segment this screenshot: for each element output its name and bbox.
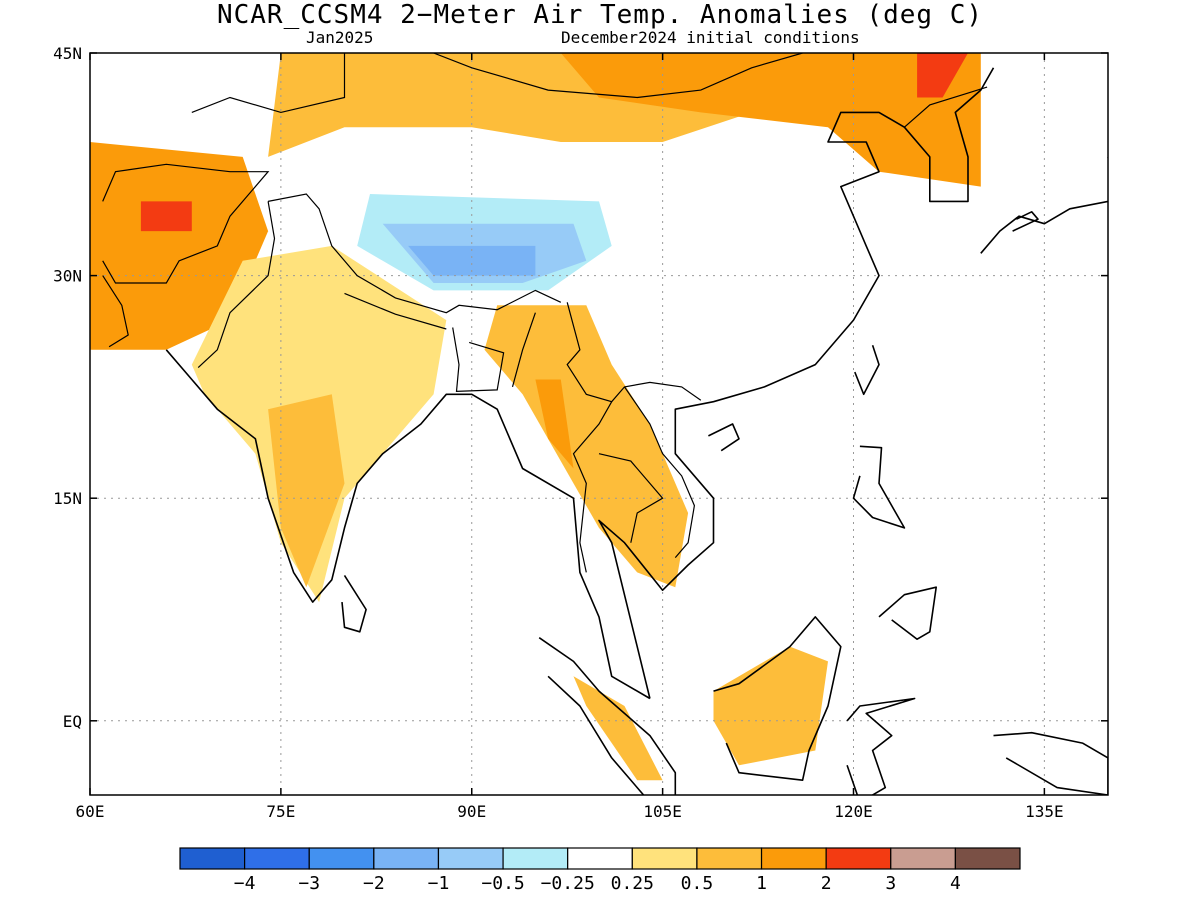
colorbar-label: −3	[298, 873, 320, 894]
coast-borneo	[713, 616, 842, 782]
border-iran-pakistan-border	[102, 275, 129, 348]
coast-sumatra	[538, 637, 677, 795]
colorbar-swatch	[631, 847, 698, 870]
border-himalaya-border	[267, 193, 562, 314]
colorbar-label: −2	[363, 873, 385, 894]
x-tick-label: 60E	[76, 802, 105, 821]
coast-hainan	[708, 423, 740, 452]
colorbar-swatch	[308, 847, 375, 870]
coast-shikoku	[1012, 211, 1039, 232]
colorbar-swatch	[954, 847, 1021, 870]
coast-sulawesi	[846, 697, 916, 795]
colorbar-label: 0.5	[681, 873, 714, 894]
coast-indochina-coast	[598, 67, 995, 699]
colorbar-label: 3	[885, 873, 896, 894]
border-pakistan-india-border	[197, 201, 276, 369]
coast-sri-lanka	[341, 574, 367, 633]
colorbar-label: −0.5	[481, 873, 524, 894]
region-northeast-china-hot	[917, 53, 968, 98]
colorbar-label: 0.25	[611, 873, 654, 894]
region-sumatra-warm	[573, 676, 663, 781]
graticule	[90, 53, 1108, 795]
region-borneo-warm	[713, 646, 828, 766]
colorbar-swatch	[825, 847, 892, 870]
axis-ticks: 60E 75E 90E 105E 120E 135E 45N 30N 15N EQ	[53, 44, 1108, 821]
valid-month-label: Jan2025	[306, 28, 374, 47]
colorbar-label: −0.25	[541, 873, 595, 894]
colorbar-label: 1	[756, 873, 767, 894]
region-mongolia-warm	[560, 53, 981, 187]
colorbar-swatch	[179, 847, 246, 870]
colorbar-swatch	[373, 847, 440, 870]
border-india-myanmar-border	[511, 312, 536, 388]
region-myanmar-hot	[535, 379, 574, 469]
coast-taiwan	[854, 345, 880, 396]
region-myanmar-thailand-warm	[484, 305, 689, 588]
border-laos-vietnam-border	[624, 386, 696, 558]
colorbar-swatch	[890, 847, 956, 870]
x-tick-label: 120E	[834, 802, 873, 821]
colorbar-swatch	[567, 847, 633, 870]
colorbar-label: −1	[428, 873, 450, 894]
initial-conditions-label: December2024 initial conditions	[561, 28, 860, 47]
colorbar-label: −4	[234, 873, 256, 894]
x-tick-label: 90E	[457, 802, 486, 821]
border-mongolia-border	[433, 53, 803, 99]
coast-mindanao	[878, 586, 938, 641]
coastlines	[165, 67, 1108, 795]
coast-india-coast	[165, 349, 651, 700]
colorbar-swatch	[437, 847, 504, 870]
y-tick-label: 30N	[53, 267, 82, 286]
colorbar-swatch	[244, 847, 310, 870]
border-bangladesh-border	[452, 327, 505, 393]
colorbar-label: 2	[821, 873, 832, 894]
anomaly-fields	[90, 53, 981, 781]
colorbar-swatch	[696, 847, 763, 870]
coast-japan-kyushu-honshu	[980, 156, 1108, 254]
region-afghanistan-hot	[140, 201, 192, 232]
y-tick-label: 45N	[53, 44, 82, 63]
colorbar: −4 −3 −2 −1 −0.5 −0.25 0.25 0.5 1 2 3 4	[179, 847, 1021, 894]
region-deccan-warm	[268, 394, 345, 588]
political-borders	[102, 53, 988, 573]
x-tick-label: 75E	[266, 802, 295, 821]
border-china-korea-border	[904, 86, 988, 128]
x-tick-label: 105E	[643, 802, 682, 821]
border-thai-cambodia-border	[598, 453, 664, 543]
region-afghanistan-iran-warm	[90, 142, 269, 350]
coast-new-guinea	[993, 731, 1108, 795]
map-frame	[89, 52, 1109, 796]
border-afghanistan-border	[102, 163, 270, 284]
colorbar-label: 4	[950, 873, 961, 894]
y-tick-label: EQ	[63, 712, 82, 731]
border-nepal-south-border	[344, 292, 447, 330]
colorbar-swatch	[502, 847, 569, 870]
region-south-china-neutral	[662, 231, 854, 395]
y-tick-label: 15N	[53, 489, 82, 508]
coast-luzon	[852, 445, 906, 529]
map-title: NCAR_CCSM4 2−Meter Air Temp. Anomalies (…	[216, 0, 984, 30]
colorbar-swatch	[760, 847, 827, 870]
region-tibet-coldest	[408, 245, 536, 276]
border-myanmar-thai-border	[572, 401, 613, 573]
x-tick-label: 135E	[1025, 802, 1064, 821]
border-central-asia-border	[191, 53, 346, 114]
